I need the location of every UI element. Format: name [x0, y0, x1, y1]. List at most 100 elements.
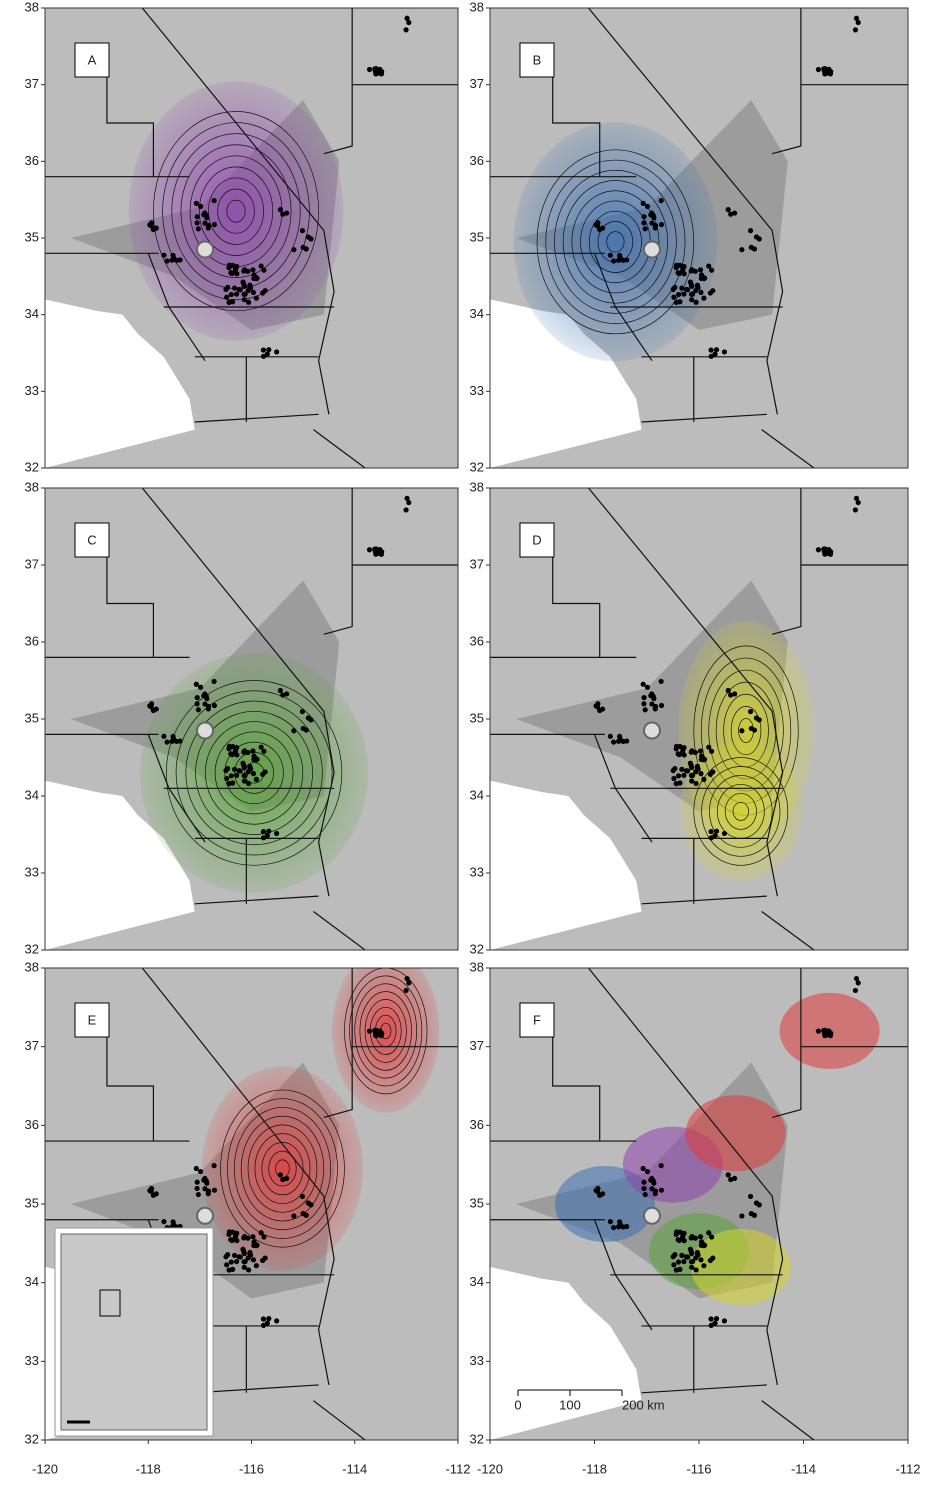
- site: [228, 270, 234, 276]
- state-border: [194, 413, 319, 423]
- site: [822, 1027, 828, 1033]
- state-border: [641, 1384, 767, 1394]
- contour: [153, 111, 319, 312]
- site: [597, 707, 603, 714]
- site: [701, 295, 707, 301]
- panel-label: E: [88, 1012, 97, 1027]
- site: [211, 702, 218, 709]
- site: [247, 282, 253, 288]
- site: [373, 66, 379, 72]
- state-border: [587, 968, 784, 1386]
- site: [641, 214, 647, 220]
- site: [650, 1178, 656, 1184]
- site: [707, 1257, 713, 1264]
- site: [697, 748, 704, 754]
- site: [650, 693, 656, 699]
- site: [226, 743, 232, 749]
- contour: [709, 775, 773, 848]
- site: [236, 1254, 242, 1260]
- lat-label: 33: [470, 1353, 484, 1368]
- site: [260, 347, 267, 353]
- site: [675, 291, 682, 298]
- site: [223, 1254, 229, 1260]
- site: [406, 980, 412, 986]
- site: [234, 263, 240, 270]
- site: [193, 1165, 199, 1172]
- contour: [227, 1098, 338, 1239]
- site: [205, 222, 212, 229]
- contour: [554, 169, 677, 314]
- lat-label: 35: [470, 1195, 484, 1210]
- site: [747, 708, 754, 715]
- site: [855, 19, 861, 26]
- site: [694, 1249, 701, 1256]
- density: [332, 968, 440, 1113]
- site: [277, 1172, 283, 1178]
- contour: [204, 721, 304, 825]
- site: [679, 1235, 686, 1241]
- site: [211, 221, 218, 228]
- site: [247, 1249, 253, 1256]
- site: [194, 695, 200, 701]
- lat-label: 38: [25, 0, 39, 14]
- ocean: [45, 780, 195, 950]
- site: [658, 678, 664, 685]
- locality: [642, 240, 661, 259]
- site: [855, 980, 861, 986]
- site: [203, 693, 209, 699]
- site: [403, 507, 409, 513]
- lat-label: 35: [470, 710, 484, 725]
- site: [697, 267, 704, 273]
- site: [693, 1267, 699, 1273]
- site: [725, 687, 731, 694]
- site: [241, 764, 247, 771]
- lat-label: 33: [25, 1353, 39, 1368]
- state-border: [141, 8, 335, 415]
- site: [280, 692, 286, 698]
- site: [205, 703, 212, 710]
- site: [673, 1267, 679, 1273]
- map-panel: A 32 33 34 35 36 37 38: [25, 0, 459, 474]
- site: [406, 499, 412, 506]
- site: [231, 1252, 238, 1258]
- site: [698, 289, 704, 296]
- site: [652, 703, 659, 710]
- site: [641, 1179, 647, 1185]
- lat-label: 36: [25, 633, 39, 648]
- site: [689, 291, 696, 297]
- site: [404, 975, 410, 982]
- site: [232, 749, 238, 756]
- site: [641, 695, 647, 701]
- lat-label: 33: [470, 864, 484, 879]
- state-border: [771, 8, 802, 155]
- site: [241, 1250, 247, 1257]
- contour: [701, 766, 781, 857]
- site: [277, 687, 283, 694]
- state-border: [141, 968, 335, 1386]
- site: [250, 1234, 256, 1240]
- site: [291, 1213, 297, 1219]
- site: [708, 1316, 714, 1322]
- lat-label: 34: [25, 306, 39, 321]
- site: [266, 1316, 272, 1322]
- site: [725, 1172, 731, 1178]
- site: [194, 701, 200, 707]
- contour: [240, 1115, 325, 1222]
- site: [853, 495, 860, 501]
- ocean: [490, 780, 642, 950]
- lat-label: 37: [25, 1038, 39, 1053]
- site: [597, 226, 603, 233]
- site: [236, 286, 242, 293]
- lat-label: 33: [25, 383, 39, 398]
- lat-label: 34: [25, 787, 39, 802]
- site: [170, 1219, 176, 1225]
- site: [712, 1320, 718, 1326]
- site: [260, 1322, 267, 1328]
- panel-label: A: [88, 52, 97, 67]
- site: [241, 778, 247, 784]
- panel-label-box: [74, 522, 110, 558]
- site: [689, 764, 695, 771]
- site: [284, 210, 290, 216]
- lat-label: 36: [470, 153, 484, 168]
- state-border: [323, 488, 353, 635]
